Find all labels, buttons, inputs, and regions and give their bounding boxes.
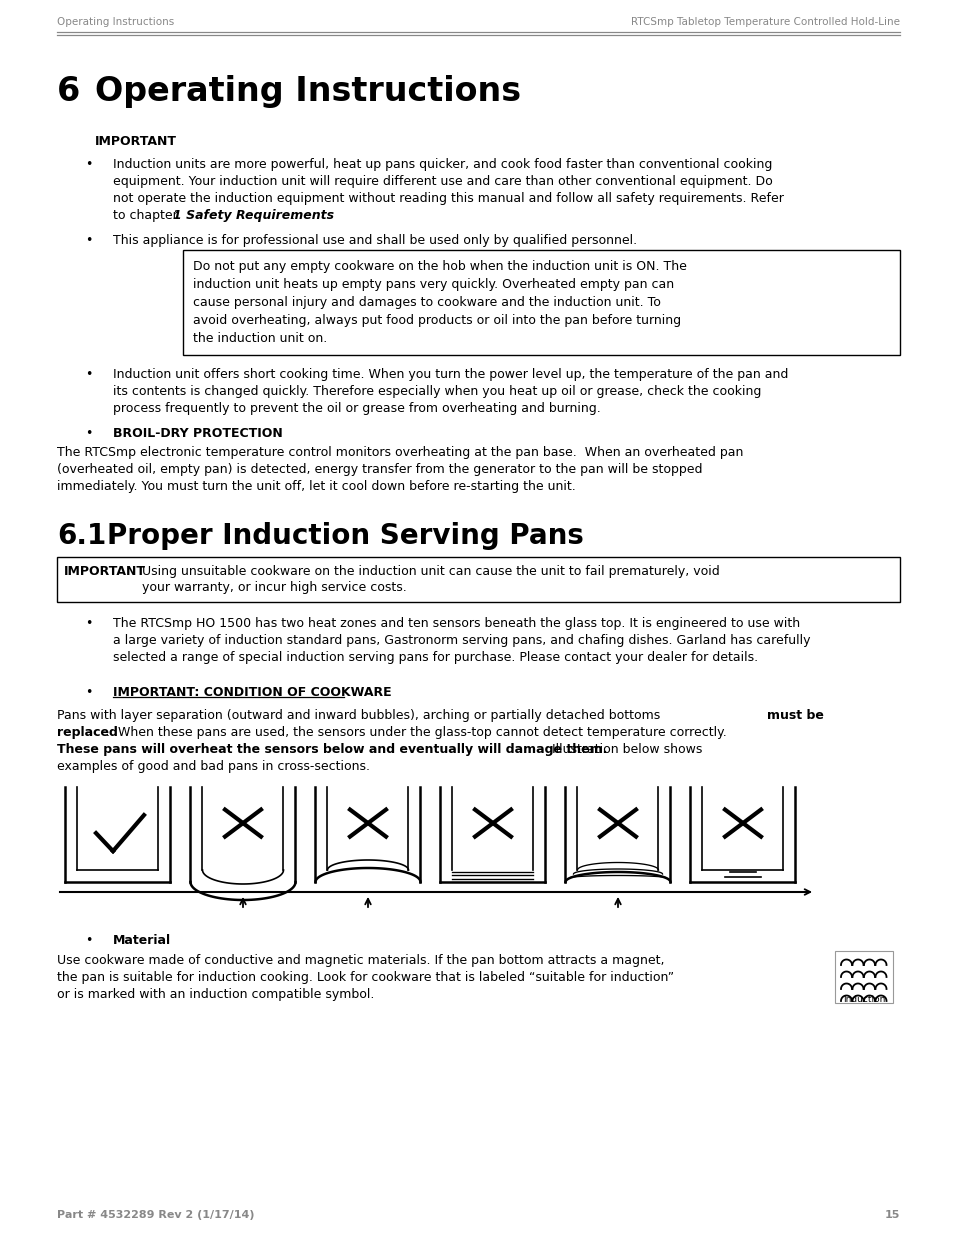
Text: •: • (85, 368, 92, 382)
Text: replaced: replaced (57, 726, 118, 739)
Bar (183, 249, 899, 354)
Bar (834, 951, 892, 1003)
Text: Operating Instructions: Operating Instructions (95, 75, 520, 107)
Text: or is marked with an induction compatible symbol.: or is marked with an induction compatibl… (57, 988, 374, 1002)
Text: .: . (291, 209, 294, 222)
Text: These pans will overheat the sensors below and eventually will damage them.: These pans will overheat the sensors bel… (57, 743, 607, 756)
Text: (overheated oil, empty pan) is detected, energy transfer from the generator to t: (overheated oil, empty pan) is detected,… (57, 463, 701, 475)
Text: Use cookware made of conductive and magnetic materials. If the pan bottom attrac: Use cookware made of conductive and magn… (57, 953, 664, 967)
Text: •: • (85, 427, 92, 440)
Text: Proper Induction Serving Pans: Proper Induction Serving Pans (107, 522, 583, 550)
Text: Induction: Induction (841, 995, 884, 1004)
Text: a large variety of induction standard pans, Gastronorm serving pans, and chafing: a large variety of induction standard pa… (112, 634, 810, 647)
Text: BROIL-DRY PROTECTION: BROIL-DRY PROTECTION (112, 427, 282, 440)
Text: •: • (85, 618, 92, 630)
Text: •: • (85, 158, 92, 170)
Text: The RTCSmp electronic temperature control monitors overheating at the pan base. : The RTCSmp electronic temperature contro… (57, 446, 742, 459)
Text: equipment. Your induction unit will require different use and care than other co: equipment. Your induction unit will requ… (112, 175, 772, 188)
Text: •: • (85, 233, 92, 247)
Text: Induction unit offers short cooking time. When you turn the power level up, the : Induction unit offers short cooking time… (112, 368, 787, 382)
Text: .  When these pans are used, the sensors under the glass-top cannot detect tempe: . When these pans are used, the sensors … (106, 726, 726, 739)
Text: induction unit heats up empty pans very quickly. Overheated empty pan can: induction unit heats up empty pans very … (193, 278, 674, 291)
Text: examples of good and bad pans in cross-sections.: examples of good and bad pans in cross-s… (57, 760, 370, 773)
Text: •: • (85, 685, 92, 699)
Text: cause personal injury and damages to cookware and the induction unit. To: cause personal injury and damages to coo… (193, 296, 660, 309)
Text: Illustration below shows: Illustration below shows (547, 743, 701, 756)
Text: Part # 4532289 Rev 2 (1/17/14): Part # 4532289 Rev 2 (1/17/14) (57, 1210, 254, 1220)
Text: Material: Material (112, 934, 171, 947)
Text: not operate the induction equipment without reading this manual and follow all s: not operate the induction equipment with… (112, 191, 783, 205)
Text: Using unsuitable cookware on the induction unit can cause the unit to fail prema: Using unsuitable cookware on the inducti… (142, 564, 719, 578)
Text: This appliance is for professional use and shall be used only by qualified perso: This appliance is for professional use a… (112, 233, 637, 247)
Text: Do not put any empty cookware on the hob when the induction unit is ON. The: Do not put any empty cookware on the hob… (193, 261, 686, 273)
Text: 15: 15 (883, 1210, 899, 1220)
Text: must be: must be (766, 709, 823, 722)
Text: 6.1: 6.1 (57, 522, 106, 550)
Text: 1 Safety Requirements: 1 Safety Requirements (172, 209, 334, 222)
Text: Operating Instructions: Operating Instructions (57, 17, 174, 27)
Text: IMPORTANT: CONDITION OF COOKWARE: IMPORTANT: CONDITION OF COOKWARE (112, 685, 392, 699)
Text: its contents is changed quickly. Therefore especially when you heat up oil or gr: its contents is changed quickly. Therefo… (112, 385, 760, 398)
Text: your warranty, or incur high service costs.: your warranty, or incur high service cos… (142, 580, 406, 594)
Text: process frequently to prevent the oil or grease from overheating and burning.: process frequently to prevent the oil or… (112, 403, 600, 415)
Text: 6: 6 (57, 75, 80, 107)
Text: Pans with layer separation (outward and inward bubbles), arching or partially de: Pans with layer separation (outward and … (57, 709, 663, 722)
Text: immediately. You must turn the unit off, let it cool down before re-starting the: immediately. You must turn the unit off,… (57, 480, 576, 493)
Text: the pan is suitable for induction cooking. Look for cookware that is labeled “su: the pan is suitable for induction cookin… (57, 971, 674, 984)
Text: IMPORTANT: IMPORTANT (64, 564, 146, 578)
Text: •: • (85, 934, 92, 947)
Text: avoid overheating, always put food products or oil into the pan before turning: avoid overheating, always put food produ… (193, 314, 680, 327)
Bar (57, 557, 899, 601)
Text: The RTCSmp HO 1500 has two heat zones and ten sensors beneath the glass top. It : The RTCSmp HO 1500 has two heat zones an… (112, 618, 800, 630)
Text: RTCSmp Tabletop Temperature Controlled Hold-Line: RTCSmp Tabletop Temperature Controlled H… (630, 17, 899, 27)
Text: the induction unit on.: the induction unit on. (193, 332, 327, 345)
Text: Induction units are more powerful, heat up pans quicker, and cook food faster th: Induction units are more powerful, heat … (112, 158, 772, 170)
Text: selected a range of special induction serving pans for purchase. Please contact : selected a range of special induction se… (112, 651, 758, 664)
Text: to chapter: to chapter (112, 209, 182, 222)
Text: IMPORTANT: IMPORTANT (95, 135, 177, 148)
